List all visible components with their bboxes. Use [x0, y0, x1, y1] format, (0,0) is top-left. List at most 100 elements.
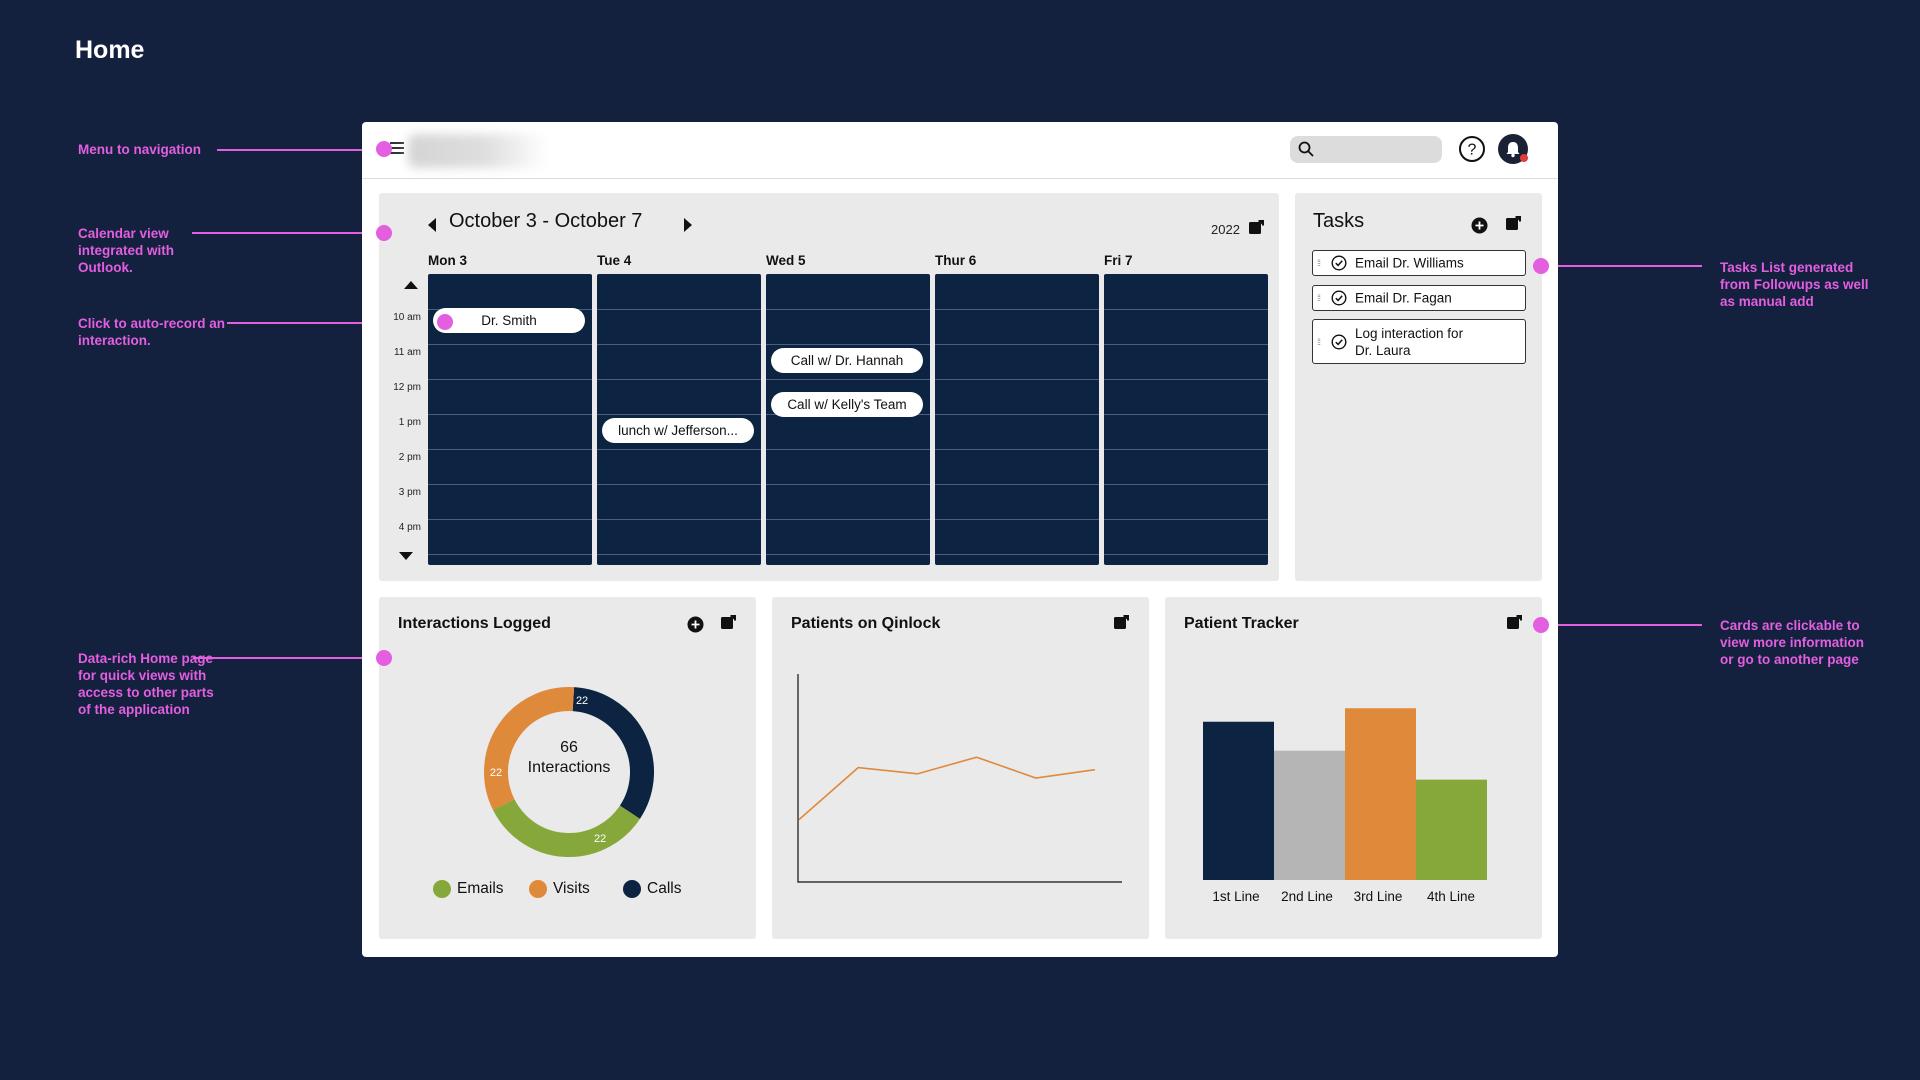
- patients-card[interactable]: Patients on Qinlock: [772, 597, 1149, 939]
- search-input[interactable]: [1290, 136, 1442, 163]
- svg-text:?: ?: [1468, 142, 1477, 159]
- day-header: Mon 3: [428, 253, 467, 268]
- time-label: 2 pm: [398, 452, 421, 463]
- scroll-up-icon[interactable]: [404, 281, 418, 289]
- day-column-wed[interactable]: [766, 274, 930, 565]
- bar-4[interactable]: [1416, 779, 1487, 880]
- chart-axes: [797, 674, 1122, 883]
- calendar-card[interactable]: October 3 - October 7 2022 Mon 3 Tue 4 W…: [379, 193, 1279, 581]
- annotation-dot: [1533, 258, 1549, 274]
- tracker-title: Patient Tracker: [1184, 615, 1299, 632]
- patients-line-chart[interactable]: [792, 672, 1132, 912]
- annotation-dot: [1533, 617, 1549, 633]
- interactions-title: Interactions Logged: [398, 615, 551, 632]
- search-icon: [1298, 141, 1314, 157]
- annotation-line: [1545, 624, 1702, 626]
- add-task-icon[interactable]: [1471, 217, 1488, 234]
- tasks-card[interactable]: Tasks ⁞⁞ Email Dr. Williams ⁞⁞ Email Dr.…: [1295, 193, 1542, 581]
- calendar-year: 2022: [1211, 222, 1240, 237]
- time-label: 1 pm: [398, 417, 421, 428]
- scroll-down-icon[interactable]: [399, 552, 413, 560]
- external-link-icon[interactable]: [1113, 614, 1130, 631]
- bar-label: 2nd Line: [1281, 889, 1333, 904]
- external-link-icon[interactable]: [1505, 215, 1522, 232]
- bar-2[interactable]: [1274, 750, 1345, 880]
- annotation-dot: [376, 650, 392, 666]
- legend-label: Emails: [457, 880, 504, 897]
- bar-label: 1st Line: [1212, 889, 1260, 904]
- external-link-icon[interactable]: [720, 614, 737, 631]
- donut-slice-emails[interactable]: [492, 798, 640, 857]
- notifications-bell-icon[interactable]: [1498, 134, 1528, 164]
- time-label: 11 am: [393, 347, 421, 358]
- day-column-fri[interactable]: [1104, 274, 1268, 565]
- app-window: ? October 3 - October 7 2022 Mon 3 Tue 4…: [362, 122, 1558, 957]
- annotation-auto-record: Click to auto-record an interaction.: [78, 316, 226, 348]
- day-header: Fri 7: [1104, 253, 1133, 268]
- logo: [408, 134, 548, 168]
- calendar-event[interactable]: Call w/ Dr. Hannah: [771, 348, 923, 373]
- donut-center-value: 66: [560, 739, 578, 756]
- next-week-icon[interactable]: [683, 218, 693, 232]
- drag-handle-icon[interactable]: ⁞⁞: [1317, 336, 1321, 347]
- day-column-thu[interactable]: [935, 274, 1099, 565]
- legend-swatch: [433, 880, 451, 898]
- bar-label: 4th Line: [1426, 889, 1476, 904]
- external-link-icon[interactable]: [1506, 614, 1523, 631]
- task-label: Log interaction for Dr. Laura: [1355, 325, 1463, 359]
- previous-week-icon[interactable]: [427, 218, 437, 232]
- bar-1[interactable]: [1203, 721, 1274, 880]
- donut-center-label: Interactions: [527, 759, 611, 776]
- annotation-dot: [376, 141, 392, 157]
- legend-swatch: [529, 880, 547, 898]
- annotation-line: [193, 657, 383, 659]
- time-label: 10 am: [393, 312, 421, 323]
- donut-value-label: 22: [576, 695, 588, 707]
- series-line[interactable]: [798, 756, 1096, 821]
- annotation-calendar: Calendar view integrated with Outlook.: [78, 226, 175, 275]
- check-circle-icon[interactable]: [1331, 290, 1347, 306]
- check-circle-icon[interactable]: [1331, 255, 1347, 271]
- help-icon[interactable]: ?: [1458, 135, 1486, 163]
- task-item[interactable]: ⁞⁞ Email Dr. Fagan: [1312, 285, 1526, 311]
- legend-item: Emails: [433, 880, 504, 898]
- interactions-card[interactable]: Interactions Logged 22 22 22 66 Interactio…: [379, 597, 756, 939]
- drag-handle-icon[interactable]: ⁞⁞: [1317, 293, 1321, 303]
- annotation-dot: [437, 314, 453, 330]
- task-label-line: Log interaction for: [1355, 325, 1464, 341]
- day-header: Tue 4: [597, 253, 632, 268]
- check-circle-icon[interactable]: [1331, 333, 1347, 350]
- legend-item: Calls: [623, 880, 681, 898]
- donut-slice-visits[interactable]: [484, 687, 575, 810]
- time-label: 4 pm: [398, 522, 421, 533]
- donut-value-label: 22: [490, 767, 502, 779]
- annotation-data-rich: Data-rich Home page for quick views with…: [78, 651, 214, 717]
- add-interaction-icon[interactable]: [687, 616, 704, 633]
- interactions-donut-chart[interactable]: 22 22 22: [459, 662, 679, 882]
- legend-swatch: [623, 880, 641, 898]
- legend-label: Calls: [647, 880, 682, 897]
- time-label: 3 pm: [398, 487, 421, 498]
- bar-3[interactable]: [1345, 708, 1416, 880]
- legend-item: Visits: [529, 880, 590, 898]
- calendar-event[interactable]: lunch w/ Jefferson...: [602, 418, 754, 443]
- day-header: Wed 5: [766, 253, 806, 268]
- day-header: Thur 6: [935, 253, 977, 268]
- patients-title: Patients on Qinlock: [791, 615, 941, 632]
- tracker-card[interactable]: Patient Tracker 1st Line 2nd Line 3rd Li…: [1165, 597, 1542, 939]
- calendar-event[interactable]: Call w/ Kelly's Team: [771, 392, 923, 417]
- annotation-dot: [376, 225, 392, 241]
- task-label: Email Dr. Williams: [1355, 255, 1464, 271]
- tracker-bar-chart[interactable]: [1203, 687, 1493, 887]
- legend-label: Visits: [553, 880, 590, 897]
- task-item[interactable]: ⁞⁞ Log interaction for Dr. Laura: [1312, 319, 1526, 364]
- hamburger-menu-icon[interactable]: [390, 142, 404, 157]
- external-link-icon[interactable]: [1248, 219, 1265, 236]
- calendar-date-range: October 3 - October 7: [449, 210, 643, 232]
- task-item[interactable]: ⁞⁞ Email Dr. Williams: [1312, 250, 1526, 276]
- donut-slice-calls[interactable]: [572, 687, 654, 819]
- drag-handle-icon[interactable]: ⁞⁞: [1317, 258, 1321, 268]
- annotation-tasks: Tasks List generated from Followups as w…: [1720, 260, 1869, 309]
- calendar-event[interactable]: Dr. Smith: [433, 308, 585, 333]
- annotation-cards: Cards are clickable to view more informa…: [1720, 618, 1865, 667]
